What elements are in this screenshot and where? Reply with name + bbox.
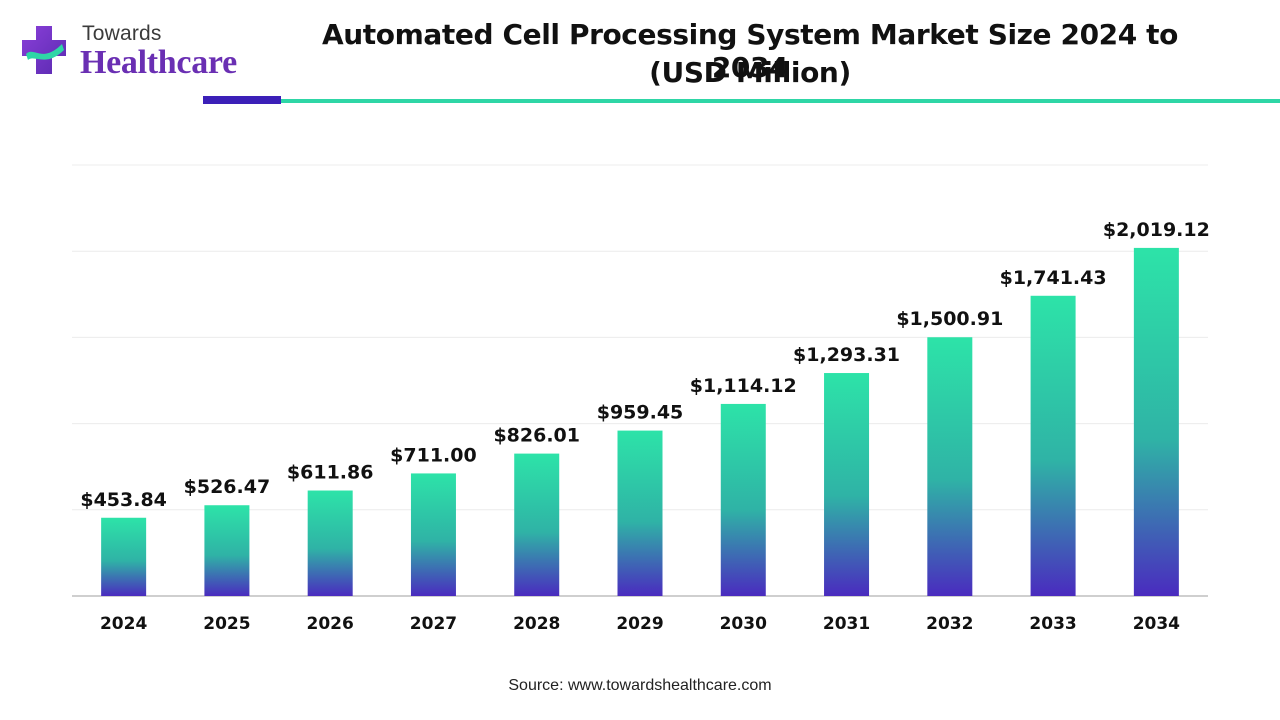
bar-2024 [101, 517, 147, 596]
brand-name-line1: Towards [82, 22, 162, 45]
x-tick-label-2027: 2027 [410, 614, 457, 634]
value-label-2026: $611.86 [287, 462, 374, 484]
x-tick-label-2024: 2024 [100, 614, 147, 634]
header-accent-bar [203, 96, 281, 104]
chart-title-line2: (USD Million) [649, 56, 851, 89]
x-tick-label-2028: 2028 [513, 614, 560, 634]
value-labels: $453.84 $526.47 $611.86 $711.00 $826.01 $959.… [80, 219, 1209, 511]
value-label-2024: $453.84 [80, 489, 167, 511]
bar-2033 [1030, 295, 1076, 596]
x-tick-label-2033: 2033 [1029, 614, 1076, 634]
medical-cross-icon [22, 26, 66, 74]
value-label-2028: $826.01 [493, 425, 580, 447]
x-tick-label-2029: 2029 [616, 614, 663, 634]
header-divider-line [281, 99, 1280, 103]
value-label-2031: $1,293.31 [793, 344, 900, 366]
value-label-2034: $2,019.12 [1103, 219, 1210, 241]
x-tick-label-2031: 2031 [823, 614, 870, 634]
x-axis-ticks: 2024 2025 2026 2027 2028 2029 2030 2031 2032 2033… [100, 614, 1180, 634]
bar-2026 [307, 490, 353, 596]
value-label-2030: $1,114.12 [690, 375, 797, 397]
value-label-2032: $1,500.91 [896, 308, 1003, 330]
value-label-2029: $959.45 [597, 402, 684, 424]
x-tick-label-2030: 2030 [720, 614, 767, 634]
chart-title-line1: Automated Cell Processing System Market … [322, 18, 1178, 84]
brand-logo: Towards Healthcare [20, 18, 260, 82]
x-tick-label-2026: 2026 [307, 614, 354, 634]
bar-2029 [617, 430, 663, 596]
bar-2034 [1133, 247, 1179, 596]
bar-2027 [410, 473, 456, 596]
bar-2031 [824, 373, 870, 596]
value-label-2033: $1,741.43 [1000, 267, 1107, 289]
value-label-2025: $526.47 [184, 476, 271, 498]
bar-2032 [927, 337, 973, 596]
x-tick-label-2025: 2025 [203, 614, 250, 634]
x-tick-label-2032: 2032 [926, 614, 973, 634]
bar-2028 [514, 453, 560, 596]
source-note: Source: www.towardshealthcare.com [508, 677, 772, 694]
value-label-2027: $711.00 [390, 444, 477, 466]
bar-2030 [720, 403, 766, 596]
x-tick-label-2034: 2034 [1133, 614, 1180, 634]
bars [101, 247, 1179, 596]
brand-name-line2: Healthcare [80, 44, 237, 81]
gridlines [72, 164, 1208, 597]
bar-2025 [204, 505, 250, 596]
